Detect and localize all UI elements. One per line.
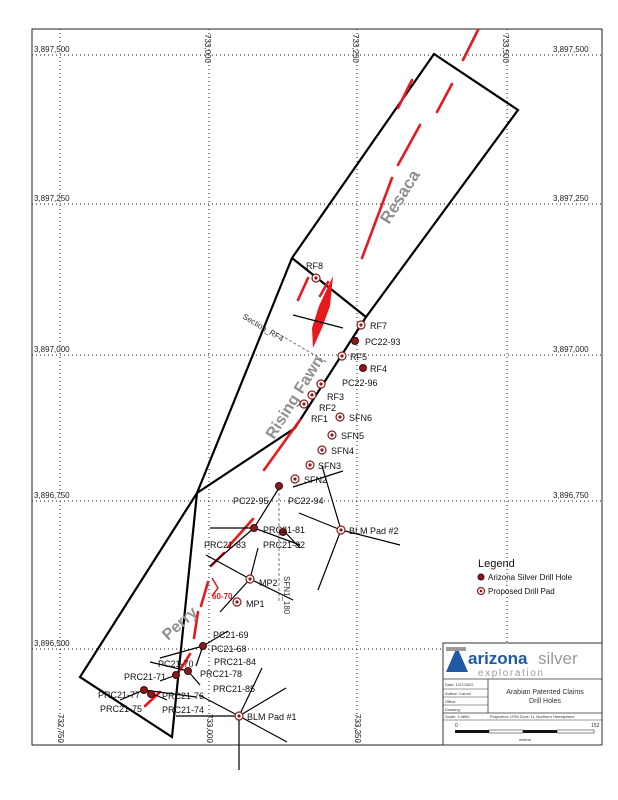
drill-hole-marker <box>279 528 287 536</box>
easting-label: 733,000 <box>205 714 214 743</box>
hole-label: PRC21-83 <box>204 540 246 550</box>
hole-label: RF5 <box>350 352 367 362</box>
date-field: Date: 1/27/2022 <box>445 682 474 687</box>
section-lines <box>271 329 329 603</box>
map-title: Arabian Patented Claims <box>506 689 584 696</box>
hole-label: PC22-93 <box>365 337 401 347</box>
drill-hole-marker <box>351 337 359 345</box>
drill-hole-marker <box>184 667 192 675</box>
drill-hole-marker <box>199 642 207 650</box>
legend: Legend Arizona Silver Drill Hole Propose… <box>476 558 573 596</box>
scale-bar-label: 0 <box>455 723 458 729</box>
drill-hole-marker <box>147 690 155 698</box>
hole-label: PC21-70 <box>158 659 194 669</box>
hole-label: PRC21-76 <box>162 691 204 701</box>
map-subtitle: Drill Holes <box>529 698 561 705</box>
hole-label: SFN5 <box>341 431 364 441</box>
drawing-field: Drawing: <box>445 707 461 712</box>
hole-label: RF1 <box>311 414 328 424</box>
northing-label: 3,896,500 <box>34 639 70 648</box>
hole-label: MP1 <box>246 599 265 609</box>
hole-label: RF2 <box>319 403 336 413</box>
legend-item: Arizona Silver Drill Hole <box>488 573 573 582</box>
drill-hole-marker <box>250 524 258 532</box>
map-frame <box>31 28 603 746</box>
hole-label: SFN2 <box>304 475 327 485</box>
drill-traces <box>119 314 401 770</box>
easting-label: 733,000 <box>203 34 212 63</box>
northing-label: 3,896,750 <box>34 491 70 500</box>
hole-label: PRC21-81 <box>263 525 305 535</box>
projection-field: Projection: UTM Zone 11, Northern Hemisp… <box>490 714 575 719</box>
scale-bar-label: 152 <box>591 723 600 729</box>
hole-label: RF8 <box>306 261 323 271</box>
hole-label: SFN4 <box>331 446 354 456</box>
pad-label: BLM Pad #1 <box>247 712 297 722</box>
hole-label: PC22-96 <box>342 378 378 388</box>
arrow-icon <box>211 577 219 597</box>
northing-label: 3,897,250 <box>553 194 589 203</box>
easting-label: 732,750 <box>56 714 65 743</box>
drill-hole-marker <box>172 671 180 679</box>
hole-label: PRC21-77 <box>98 690 140 700</box>
drill-hole-marker <box>359 364 367 372</box>
pad-label: BLM Pad #2 <box>349 526 399 536</box>
office-field: Office: <box>445 699 457 704</box>
logo-text: arizona <box>468 649 528 668</box>
northing-label: 3,897,500 <box>553 45 589 54</box>
hole-label: PC21-68 <box>211 644 247 654</box>
coordinate-grid <box>32 29 602 745</box>
hole-label: MP2 <box>259 578 278 588</box>
scale-unit: meters <box>519 737 531 742</box>
northing-label: 3,897,000 <box>34 345 70 354</box>
hole-label: PRC21-75 <box>100 704 142 714</box>
hole-label: PC21-69 <box>213 630 249 640</box>
hole-label: PC22-95 <box>233 496 269 506</box>
northing-label: 3,897,500 <box>34 45 70 54</box>
hole-label: SFN3 <box>318 461 341 471</box>
hole-label: RF7 <box>370 321 387 331</box>
easting-label: 733,250 <box>351 34 360 63</box>
author-field: Author: Carroll <box>445 691 471 696</box>
hole-label: PRC21-85 <box>213 684 255 694</box>
angle-annotation: 60-70 <box>212 592 233 601</box>
easting-label: 733,250 <box>353 714 362 743</box>
legend-title: Legend <box>478 558 515 570</box>
section-label: SFN1_180 <box>282 576 291 615</box>
northing-label: 3,896,750 <box>553 491 589 500</box>
drill-hole-marker <box>275 482 283 490</box>
logo-mark-icon <box>446 647 468 672</box>
drill-hole-marker <box>140 686 148 694</box>
hole-label: PRC21-78 <box>200 669 242 679</box>
logo-subtext: exploration <box>478 668 545 679</box>
hole-label: RF4 <box>370 364 387 374</box>
hole-label: PRC21-71 <box>124 672 166 682</box>
existing-drill-holes <box>140 337 367 698</box>
legend-drill-hole-icon <box>477 573 485 581</box>
northing-label: 3,897,250 <box>34 194 70 203</box>
hole-label: PRC21-82 <box>263 540 305 550</box>
hole-label: PC22-94 <box>288 496 324 506</box>
hole-label: SFN6 <box>349 413 372 423</box>
logo-text: silver <box>538 649 578 668</box>
title-block: arizona silver exploration Arabian Paten… <box>442 642 603 746</box>
rising-fawn-vein-body <box>312 276 333 348</box>
scale-field: Scale: 1:4800 <box>445 714 470 719</box>
legend-item: Proposed Drill Pad <box>488 587 555 596</box>
northing-label: 3,897,000 <box>553 345 589 354</box>
hole-label: PRC21-74 <box>162 705 204 715</box>
hole-label: PRC21-84 <box>214 657 256 667</box>
easting-label: 733,500 <box>501 34 510 63</box>
hole-label: RF3 <box>327 392 344 402</box>
